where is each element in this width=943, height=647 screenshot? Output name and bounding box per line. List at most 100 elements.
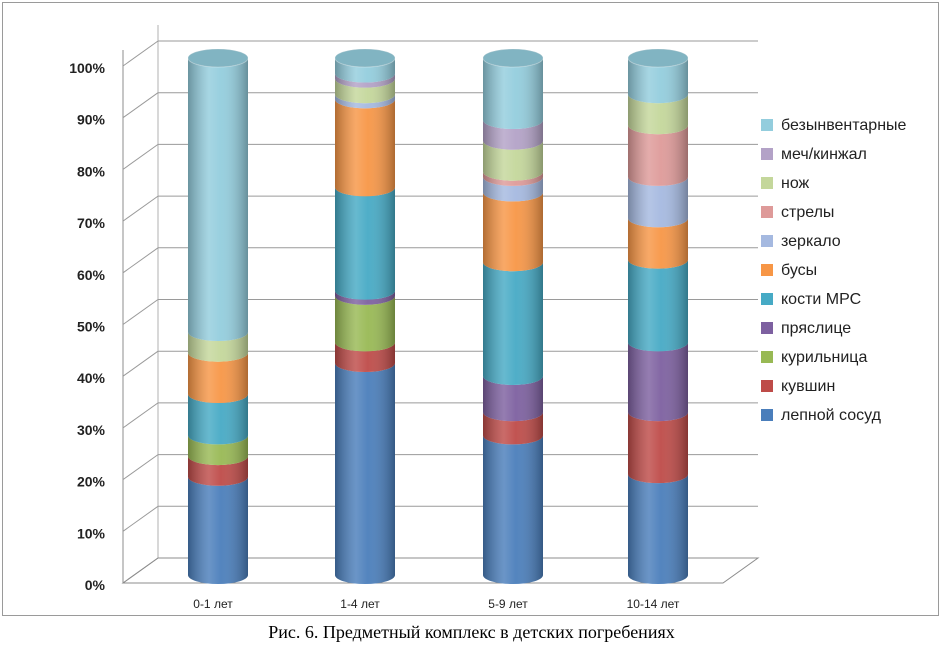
y-tick-label: 0% xyxy=(85,577,106,593)
bar-segment-shading xyxy=(628,58,688,104)
legend-label: стрелы xyxy=(781,204,834,221)
bar-segment-shading xyxy=(335,187,395,300)
gridline-diagonal xyxy=(122,299,159,325)
y-tick-label: 90% xyxy=(77,112,106,128)
bar-segment-shading xyxy=(628,259,688,352)
figure-caption: Рис. 6. Предметный комплекс в детских по… xyxy=(268,622,675,642)
bar-segment-shading xyxy=(188,58,249,342)
gridline-diagonal xyxy=(122,454,159,481)
bar-segment-shading xyxy=(483,412,543,445)
legend-label: пряслице xyxy=(781,320,851,337)
legend-swatch xyxy=(761,148,773,160)
gridline-diagonal xyxy=(122,402,159,429)
bar-segment-shading xyxy=(335,295,395,352)
bar-segment-shading xyxy=(628,474,688,584)
x-category-label: 0-1 лет xyxy=(193,597,233,611)
bar-stack xyxy=(482,48,544,584)
bar-top-cap-shading xyxy=(188,49,248,67)
gridline-diagonal xyxy=(122,195,159,222)
gridline-diagonal xyxy=(122,92,159,119)
bar-top-cap-shading xyxy=(335,49,395,67)
bar-segment-shading xyxy=(483,262,543,385)
bar-segment-shading xyxy=(188,435,249,466)
bar-segment-shading xyxy=(188,352,249,404)
bar-stack xyxy=(187,48,249,584)
y-tick-label: 70% xyxy=(77,215,106,231)
y-tick-label: 50% xyxy=(77,319,106,335)
bar-segment-shading xyxy=(483,171,543,186)
y-tick-label: 100% xyxy=(69,60,105,76)
legend-label: меч/кинжал xyxy=(781,146,867,163)
bar-segment-shading xyxy=(628,125,688,186)
legend-label: курильница xyxy=(781,349,867,366)
legend-label: кувшин xyxy=(781,378,835,395)
legend-label: зеркало xyxy=(781,233,841,250)
gridline-diagonal xyxy=(122,143,159,170)
bar-segment-shading xyxy=(188,332,249,362)
legend-label: безынвентарные xyxy=(781,117,907,134)
y-tick-label: 80% xyxy=(77,163,106,179)
bar-top-cap xyxy=(627,48,689,68)
bar-segment-shading xyxy=(335,290,395,305)
x-axis-categories: 0-1 лет 1-4 лет 5-9 лет 10-14 лет xyxy=(193,597,680,611)
legend-swatch xyxy=(761,351,773,363)
bar-segment-shading xyxy=(335,342,395,373)
y-tick-label: 10% xyxy=(77,525,106,541)
bar-top-cap-shading xyxy=(483,49,543,67)
bar-segment-shading xyxy=(483,176,543,202)
stacked-cylinder-chart: 0% 10% 20% 30% 40% 50% 60% 70% 80% 90% 100% 0-1 ле… xyxy=(69,25,907,611)
bar-segment-shading xyxy=(628,176,688,228)
legend-label: кости МРС xyxy=(781,291,861,308)
y-axis-ticks: 0% 10% 20% 30% 40% 50% 60% 70% 80% 90% 100% xyxy=(69,60,105,593)
bar-stack xyxy=(627,48,689,584)
legend-label: нож xyxy=(781,175,810,192)
bar-segment-shading xyxy=(335,94,395,109)
bar-segment-shading xyxy=(628,94,688,135)
legend-swatch xyxy=(761,322,773,334)
legend-label: лепной сосуд xyxy=(781,407,882,424)
legend-swatch xyxy=(761,177,773,189)
legend-swatch xyxy=(761,264,773,276)
legend-swatch xyxy=(761,380,773,392)
y-tick-label: 30% xyxy=(77,422,106,438)
bars xyxy=(187,48,689,584)
bar-segment-shading xyxy=(483,192,543,272)
y-tick-label: 60% xyxy=(77,267,106,283)
bar-segment-shading xyxy=(628,412,688,484)
gridline-diagonal xyxy=(122,350,159,377)
x-category-label: 5-9 лет xyxy=(488,597,528,611)
bar-segment-shading xyxy=(335,99,395,197)
bar-top-cap xyxy=(482,48,544,68)
bar-segment-shading xyxy=(335,58,395,83)
legend: безынвентарные меч/кинжал нож стрелы зеркало… xyxy=(761,117,907,424)
gridline-diagonal xyxy=(122,247,159,274)
bar-segment-shading xyxy=(483,58,543,130)
bar-segment-shading xyxy=(483,140,543,181)
bar-segment-shading xyxy=(335,73,395,88)
legend-swatch xyxy=(761,206,773,218)
legend-swatch xyxy=(761,119,773,131)
bar-top-cap xyxy=(187,48,249,68)
bar-segment-shading xyxy=(188,456,249,486)
legend-label: бусы xyxy=(781,262,817,279)
gridline-diagonal xyxy=(122,40,159,67)
legend-swatch xyxy=(761,409,773,421)
bar-segment-shading xyxy=(335,78,395,104)
bar-stack xyxy=(334,48,396,584)
bar-segment-shading xyxy=(628,342,688,422)
bar-segment-shading xyxy=(628,218,688,269)
bar-top-cap xyxy=(334,48,396,68)
bar-segment-shading xyxy=(335,363,395,584)
bar-segment-shading xyxy=(483,375,543,422)
bar-segment-shading xyxy=(188,476,249,584)
bar-segment-shading xyxy=(188,394,249,445)
bar-top-cap-shading xyxy=(628,49,688,67)
legend-swatch xyxy=(761,293,773,305)
chart-frame: 0% 10% 20% 30% 40% 50% 60% 70% 80% 90% 100% 0-1 ле… xyxy=(2,2,939,616)
y-tick-label: 40% xyxy=(77,370,106,386)
y-tick-label: 20% xyxy=(77,474,106,490)
x-category-label: 1-4 лет xyxy=(340,597,380,611)
bar-segment-shading xyxy=(483,435,543,584)
bar-segment-shading xyxy=(483,120,543,150)
gridline-diagonal xyxy=(122,505,159,532)
